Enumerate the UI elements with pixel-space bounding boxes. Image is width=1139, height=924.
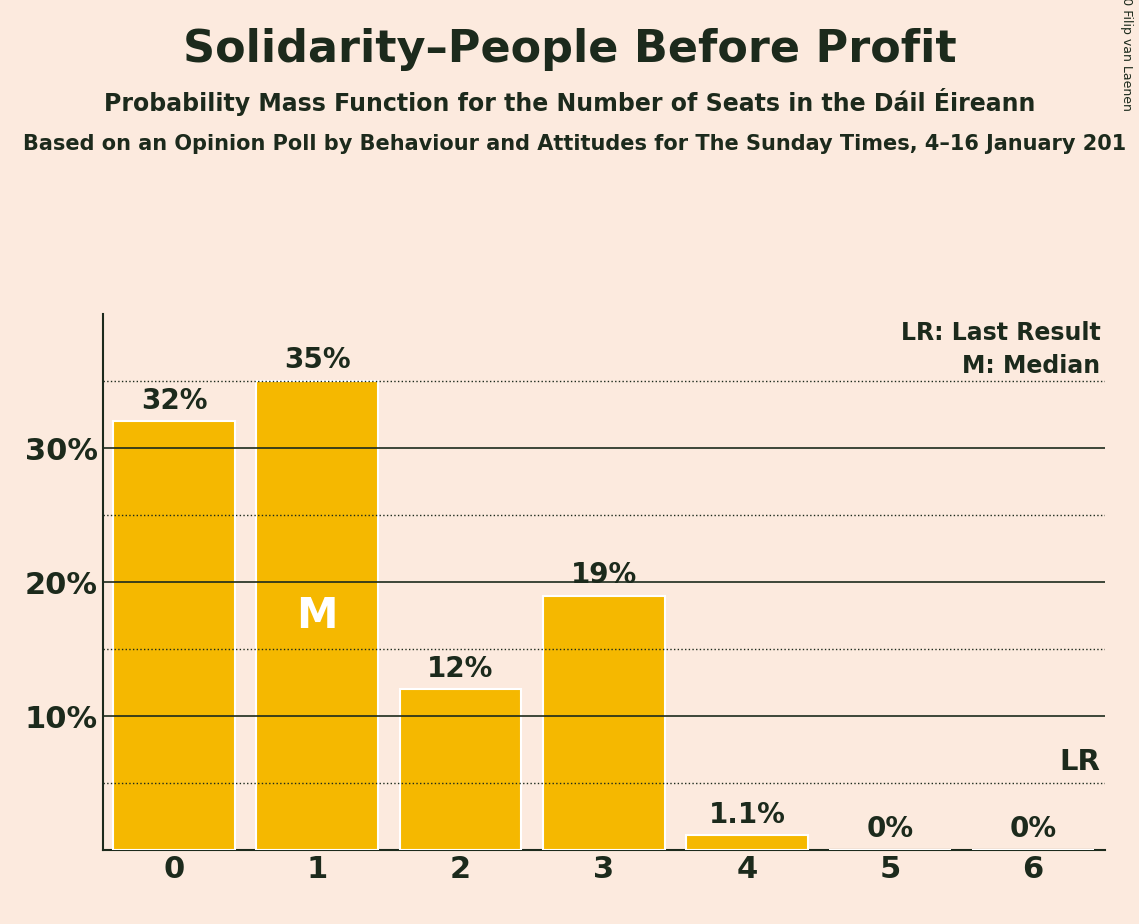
Text: 0%: 0% bbox=[1009, 815, 1057, 844]
Bar bbox=[256, 382, 378, 850]
Text: M: M bbox=[296, 595, 338, 637]
Text: © 2020 Filip van Laenen: © 2020 Filip van Laenen bbox=[1121, 0, 1133, 111]
Text: 19%: 19% bbox=[571, 561, 637, 589]
Text: 12%: 12% bbox=[427, 654, 493, 683]
Text: 32%: 32% bbox=[141, 386, 207, 415]
Bar bbox=[400, 689, 522, 850]
Text: LR: Last Result: LR: Last Result bbox=[901, 321, 1100, 345]
Bar bbox=[113, 421, 235, 850]
Text: 1.1%: 1.1% bbox=[708, 800, 785, 829]
Text: 0%: 0% bbox=[867, 815, 913, 844]
Text: 35%: 35% bbox=[284, 346, 351, 374]
Text: Probability Mass Function for the Number of Seats in the Dáil Éireann: Probability Mass Function for the Number… bbox=[104, 88, 1035, 116]
Text: Based on an Opinion Poll by Behaviour and Attitudes for The Sunday Times, 4–16 J: Based on an Opinion Poll by Behaviour an… bbox=[23, 134, 1126, 154]
Text: LR: LR bbox=[1059, 748, 1100, 776]
Bar bbox=[686, 835, 808, 850]
Text: M: Median: M: Median bbox=[962, 355, 1100, 378]
Bar bbox=[543, 596, 664, 850]
Text: Solidarity–People Before Profit: Solidarity–People Before Profit bbox=[182, 28, 957, 71]
